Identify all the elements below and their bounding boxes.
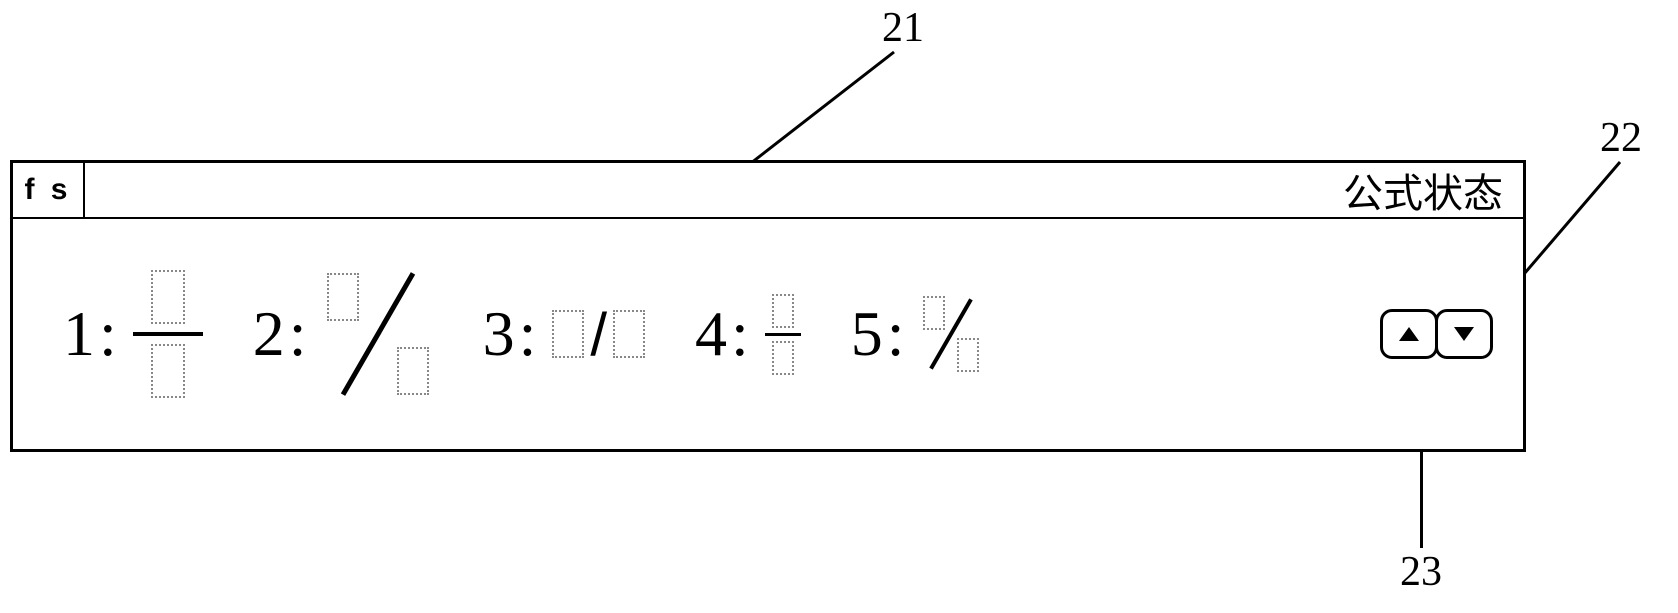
triangle-down-icon bbox=[1454, 327, 1474, 341]
triangle-up-icon bbox=[1399, 327, 1419, 341]
fraction-bar bbox=[765, 333, 801, 336]
candidate-index: 4 bbox=[695, 297, 727, 371]
placeholder-box bbox=[552, 310, 584, 358]
candidate-5[interactable]: 5: bbox=[851, 294, 981, 374]
placeholder-box bbox=[957, 338, 979, 372]
candidate-index: 2 bbox=[253, 297, 285, 371]
ime-candidate-bar: 1: 2: 3: / 4 bbox=[13, 219, 1523, 449]
callout-23: 23 bbox=[1400, 548, 1442, 596]
candidate-colon: : bbox=[519, 297, 537, 371]
callout-23-line bbox=[1420, 450, 1423, 548]
callout-22-line bbox=[1520, 158, 1630, 278]
placeholder-box bbox=[613, 310, 645, 358]
fraction-diagonal-large-icon bbox=[323, 269, 433, 399]
page-down-button[interactable] bbox=[1435, 309, 1493, 359]
ime-status-label: 公式状态 bbox=[1343, 163, 1523, 217]
placeholder-box bbox=[327, 273, 359, 321]
fraction-inline-slash-icon: / bbox=[552, 300, 645, 369]
fraction-diagonal-small-icon bbox=[921, 294, 981, 374]
callout-22: 22 bbox=[1600, 114, 1642, 162]
header-spacer bbox=[85, 163, 1343, 217]
placeholder-box bbox=[772, 294, 794, 328]
callout-21: 21 bbox=[882, 4, 924, 52]
candidate-index: 3 bbox=[483, 297, 515, 371]
placeholder-box bbox=[151, 270, 185, 324]
ime-panel: f s 公式状态 1: 2: 3: bbox=[10, 160, 1526, 452]
ime-mode-code: f s bbox=[13, 163, 85, 217]
candidate-colon: : bbox=[887, 297, 905, 371]
ime-header: f s 公式状态 bbox=[13, 163, 1523, 219]
candidate-1[interactable]: 1: bbox=[63, 270, 203, 398]
fraction-stacked-small-icon bbox=[765, 294, 801, 375]
placeholder-box bbox=[923, 296, 945, 330]
candidate-4[interactable]: 4: bbox=[695, 294, 801, 375]
candidate-2[interactable]: 2: bbox=[253, 269, 433, 399]
page-up-button[interactable] bbox=[1380, 309, 1438, 359]
candidate-colon: : bbox=[99, 297, 117, 371]
candidate-pager bbox=[1380, 309, 1493, 359]
placeholder-box bbox=[397, 347, 429, 395]
fraction-bar bbox=[133, 332, 203, 336]
candidate-3[interactable]: 3: / bbox=[483, 297, 645, 371]
slash-char: / bbox=[590, 300, 607, 369]
candidate-index: 1 bbox=[63, 297, 95, 371]
fraction-stacked-large-icon bbox=[133, 270, 203, 398]
candidate-colon: : bbox=[289, 297, 307, 371]
candidate-colon: : bbox=[731, 297, 749, 371]
candidate-index: 5 bbox=[851, 297, 883, 371]
placeholder-box bbox=[151, 344, 185, 398]
placeholder-box bbox=[772, 341, 794, 375]
